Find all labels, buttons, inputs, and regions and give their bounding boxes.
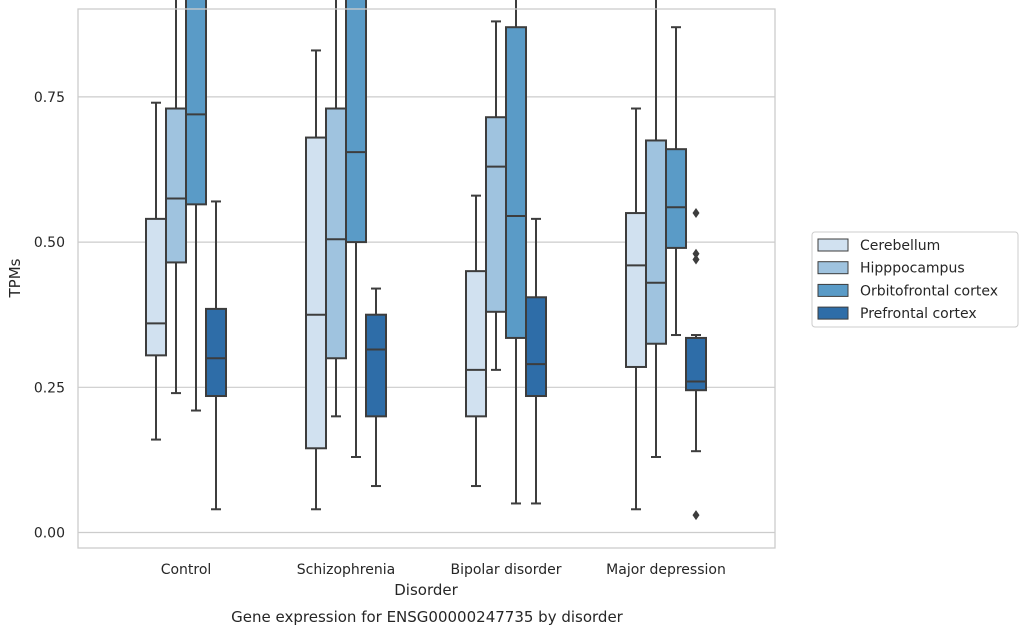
y-tick-label: 0.00 [34, 526, 65, 542]
chart-caption: Gene expression for ENSG00000247735 by d… [231, 608, 624, 626]
iqr-box [485, 116, 507, 313]
iqr-box [185, 0, 207, 206]
iqr-box [365, 313, 387, 418]
iqr-box [465, 270, 487, 418]
box-cerebellum [465, 194, 487, 488]
box-prefrontal-cortex [365, 287, 387, 488]
grid-lines [78, 96, 775, 534]
x-tick-label: Major depression [606, 562, 726, 578]
legend-swatch [817, 283, 849, 297]
outlier-point [692, 208, 700, 219]
x-tick-label: Schizophrenia [297, 562, 395, 578]
iqr-box [205, 307, 227, 398]
outlier-point [692, 254, 700, 265]
box-orbitofrontal-cortex [665, 26, 687, 337]
x-axis-label: Disorder [394, 581, 458, 599]
legend-entry: Cerebellum [860, 238, 940, 254]
y-ticks: 0.000.250.500.751.001.251.501.75 [34, 90, 65, 542]
iqr-box [345, 0, 367, 244]
iqr-box [685, 336, 707, 392]
box-cerebellum [145, 101, 167, 441]
box-orbitofrontal-cortex [345, 0, 367, 458]
outlier-point [692, 510, 700, 521]
iqr-box [625, 212, 647, 368]
y-tick-label: 0.25 [34, 380, 65, 396]
iqr-box [665, 148, 687, 249]
iqr-box [145, 217, 167, 357]
box-prefrontal-cortex [525, 217, 547, 505]
box-prefrontal-cortex [685, 208, 707, 521]
iqr-box [165, 107, 187, 264]
outlier-point [692, 248, 700, 259]
plot-frame [77, 8, 776, 549]
legend-entry: Prefrontal cortex [860, 306, 977, 322]
y-tick-label: 0.50 [34, 235, 65, 251]
box-hipppocampus [645, 0, 667, 458]
box-hipppocampus [165, 0, 187, 395]
box-orbitofrontal-cortex [185, 0, 207, 412]
x-tick-label: Bipolar disorder [450, 562, 561, 578]
legend-frame [811, 231, 1019, 328]
box-hipppocampus [325, 0, 347, 418]
iqr-box [325, 107, 347, 360]
legend-entry: Hipppocampus [860, 261, 965, 277]
box-hipppocampus [485, 20, 507, 371]
legend-swatch [817, 238, 849, 252]
y-tick-label: 0.75 [34, 90, 65, 106]
box-cerebellum [625, 107, 647, 511]
iqr-box [645, 139, 667, 345]
box-orbitofrontal-cortex [505, 0, 527, 505]
x-tick-label: Control [161, 562, 212, 578]
legend-swatch [817, 261, 849, 275]
iqr-box [505, 26, 527, 339]
legend: Cerebellum Hipppocampus Orbitofrontal cort… [811, 231, 1019, 328]
legend-entry: Orbitofrontal cortex [860, 283, 998, 299]
y-axis-label: TPMs [6, 258, 24, 298]
legend-swatch [817, 306, 849, 320]
box-plots [145, 0, 707, 521]
box-prefrontal-cortex [205, 200, 227, 511]
box-cerebellum [305, 49, 327, 511]
iqr-box [525, 296, 547, 398]
iqr-box [305, 136, 327, 450]
x-ticks: Control Schizophrenia Bipolar disorder Majo… [161, 562, 726, 578]
